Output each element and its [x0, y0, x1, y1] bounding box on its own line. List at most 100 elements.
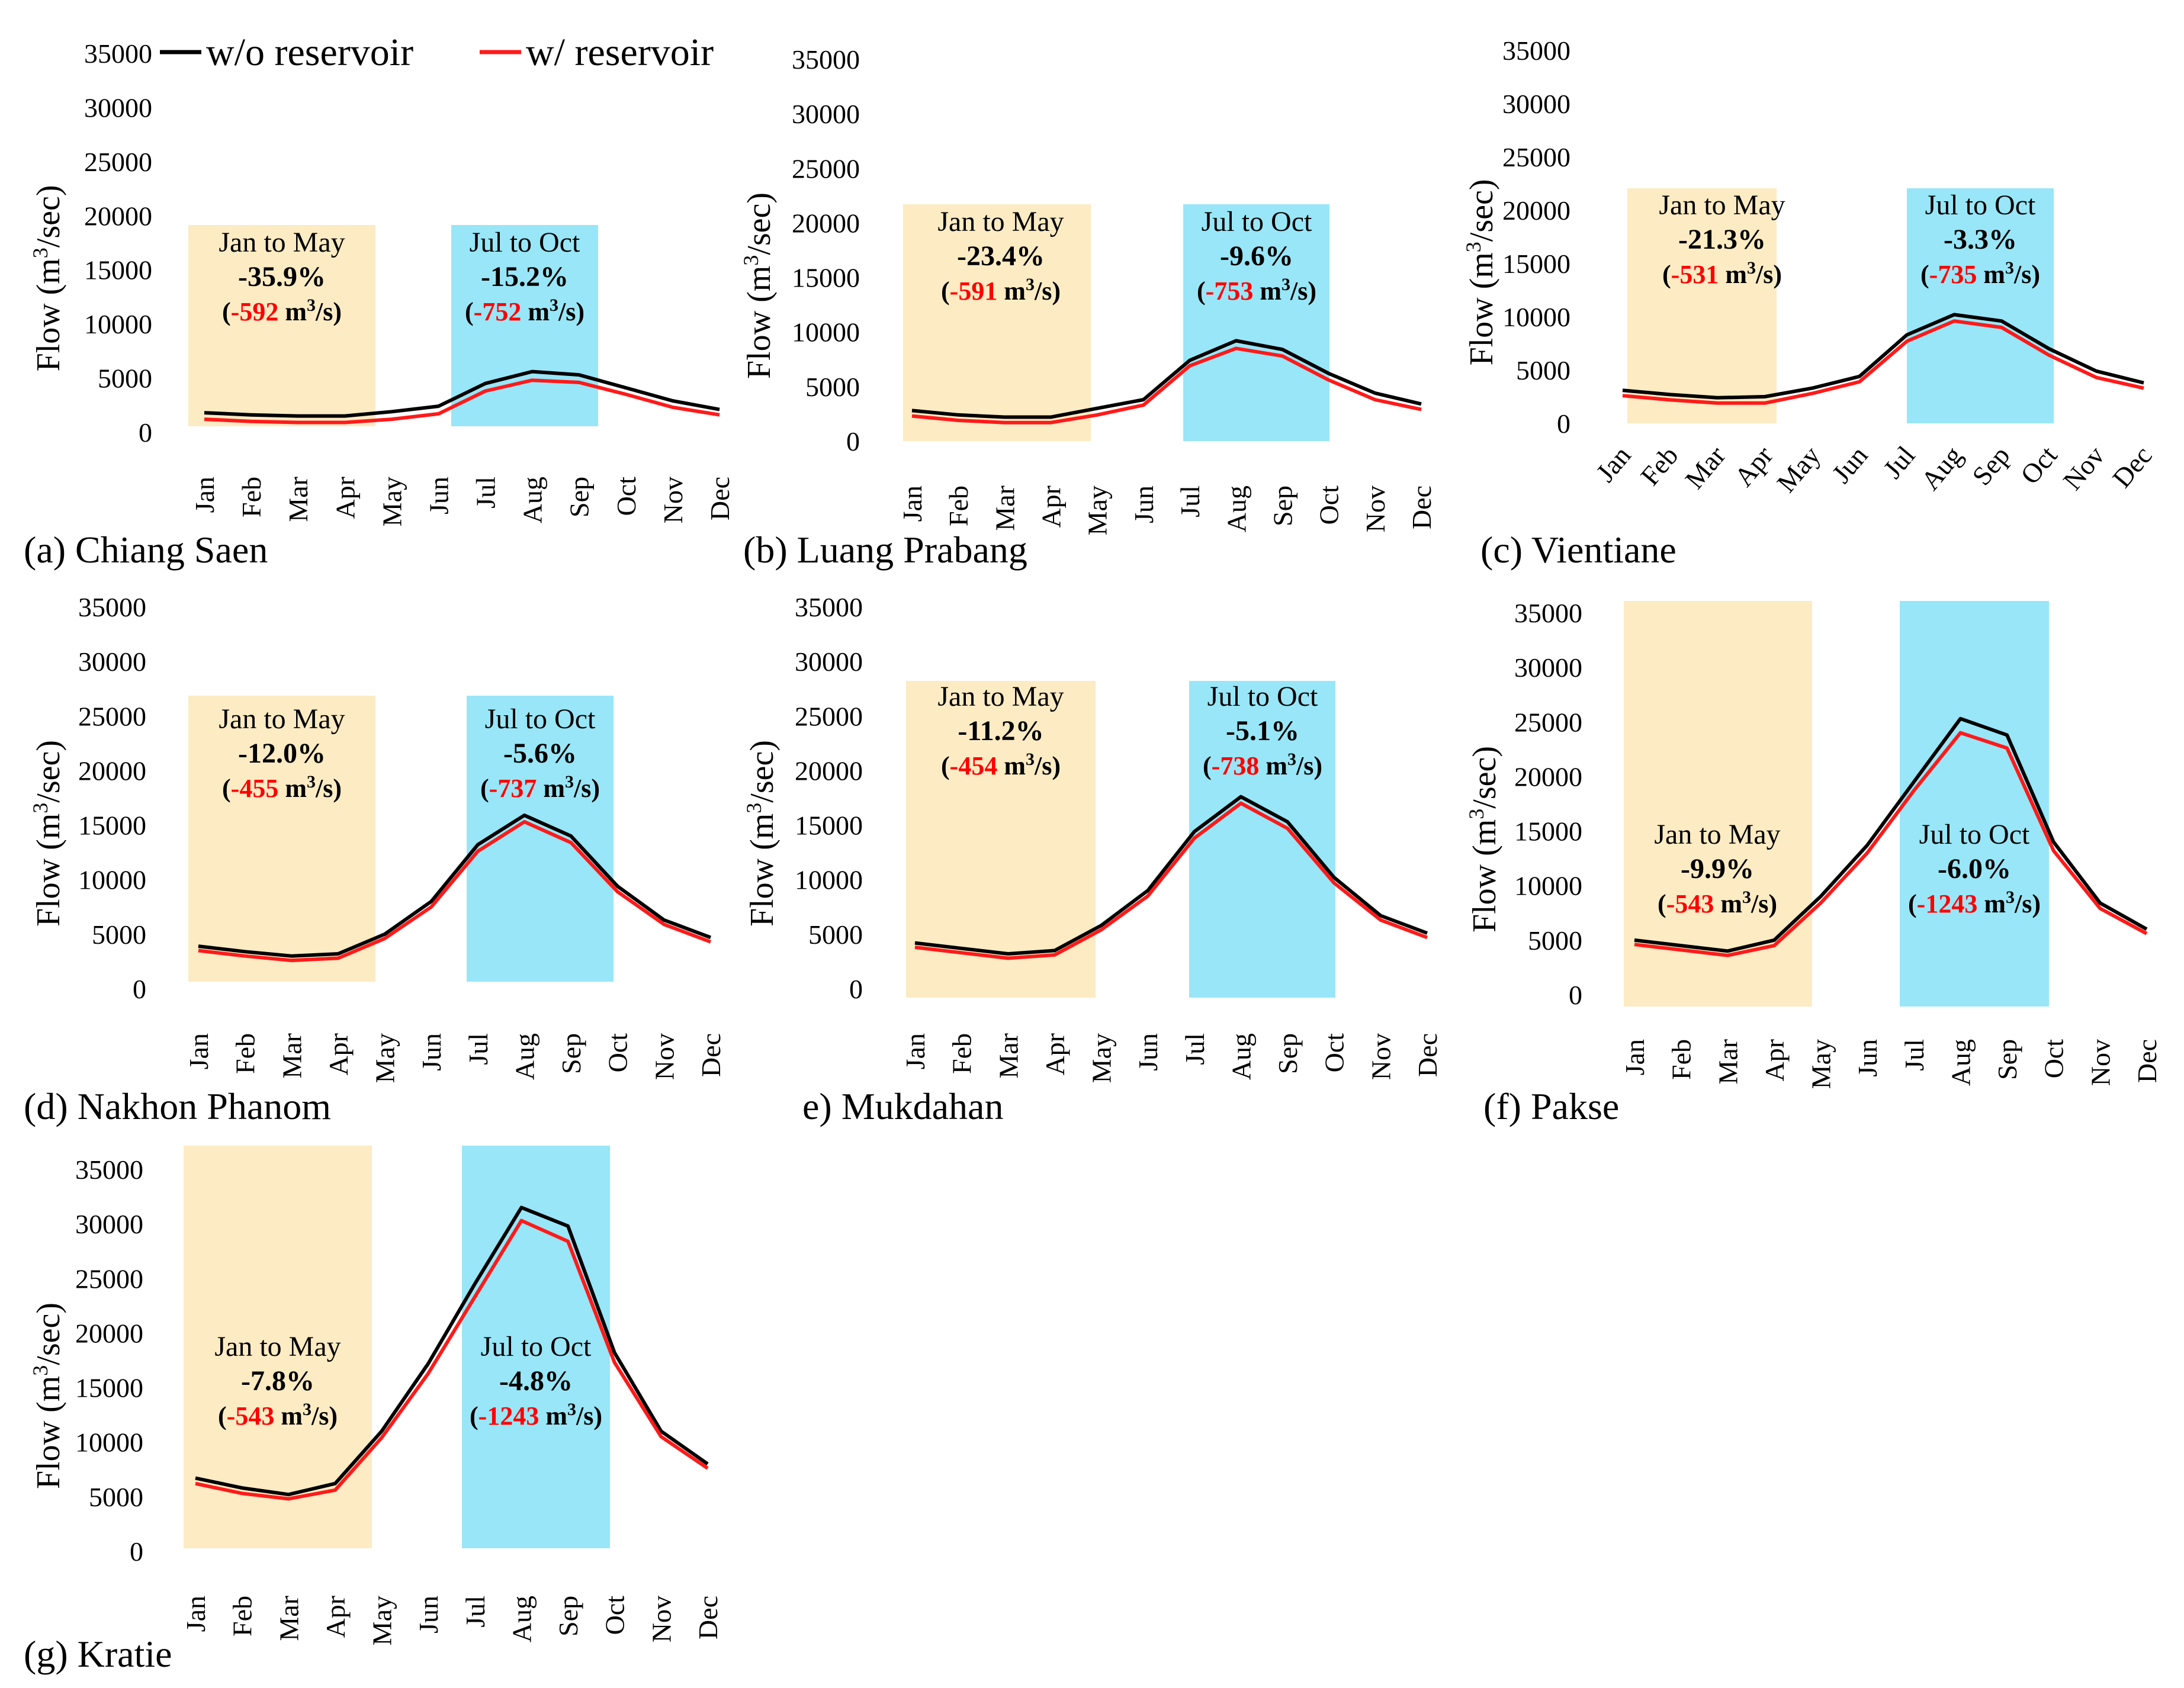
y-tick-label: 25000: [795, 701, 863, 731]
x-tick-label: Jan: [900, 1033, 930, 1069]
series-line-without-reservoir: [198, 814, 712, 958]
x-tick-label: Oct: [603, 1033, 633, 1073]
annotation-absolute-change: (-543 m3/s): [218, 1400, 338, 1430]
y-tick-label: 20000: [84, 201, 152, 231]
series-line-with-reservoir: [204, 378, 720, 425]
x-tick-label: Jul: [1180, 1033, 1210, 1065]
y-tick-label: 25000: [84, 147, 152, 177]
annotation-absolute-change: (-1243 m3/s): [470, 1400, 602, 1430]
x-tick-label: May: [377, 477, 407, 526]
panel-label: (a) Chiang Saen: [24, 529, 268, 571]
y-tick-label: 10000: [78, 865, 146, 895]
x-tick-label: Apr: [320, 1596, 351, 1638]
x-tick-label: May: [1771, 441, 1826, 498]
y-tick-label: 30000: [1502, 89, 1570, 119]
x-tick-label: Jul: [1877, 441, 1921, 484]
y-axis-label: Flow (m3/sec): [28, 185, 67, 371]
x-tick-label: Aug: [1945, 1039, 1976, 1086]
legend-label: w/ reservoir: [526, 31, 714, 74]
x-tick-label: Nov: [658, 477, 688, 523]
x-tick-label: Dec: [705, 477, 735, 520]
season-annotation: Jan to May-7.8%(-543 m3/s): [214, 1331, 341, 1430]
x-tick-label: Dec: [696, 1033, 726, 1077]
y-tick-label: 10000: [795, 865, 863, 895]
x-tick-label: Sep: [553, 1596, 583, 1636]
legend: w/o reservoir w/ reservoir: [160, 31, 714, 74]
series-line-without-reservoir: [1634, 716, 2148, 953]
dry-season-box: [188, 225, 375, 426]
series-line-with-reservoir: [195, 1218, 709, 1501]
x-tick-label: Sep: [1267, 485, 1297, 526]
x-tick-label: Mar: [274, 1596, 304, 1641]
x-tick-label: Sep: [1273, 1033, 1303, 1074]
x-tick-label: Jan: [897, 485, 927, 522]
annotation-period: Jul to Oct: [470, 227, 580, 258]
x-tick-label: Aug: [506, 1596, 537, 1642]
x-tick-label: Nov: [649, 1033, 679, 1080]
annotation-percent-change: -9.9%: [1681, 853, 1754, 885]
y-tick-label: 25000: [1502, 142, 1570, 172]
x-tick-label: Oct: [600, 1596, 630, 1635]
x-tick-label: Oct: [2015, 440, 2063, 490]
y-axis-label: Flow (m3/sec): [1464, 746, 1503, 933]
x-tick-label: Jan: [181, 1596, 211, 1632]
y-tick-label: 30000: [792, 99, 860, 129]
x-tick-label: May: [370, 1033, 400, 1083]
series-line-with-reservoir: [911, 346, 1422, 425]
panel-label: (g) Kratie: [24, 1633, 172, 1675]
annotation-absolute-change: (-455 m3/s): [222, 772, 342, 803]
x-tick-label: Jun: [416, 1033, 447, 1071]
annotation-absolute-change: (-1243 m3/s): [1908, 888, 2041, 918]
y-tick-label: 15000: [84, 255, 152, 285]
x-tick-label: Feb: [227, 1596, 258, 1636]
season-annotation: Jan to May-11.2%(-454 m3/s): [937, 681, 1064, 780]
y-tick-label: 30000: [75, 1209, 143, 1239]
x-tick-label: Sep: [564, 477, 595, 517]
wet-season-box: [1900, 601, 2049, 1007]
annotation-period: Jan to May: [1659, 189, 1785, 221]
y-tick-label: 35000: [84, 38, 152, 69]
y-tick-label: 20000: [75, 1318, 143, 1348]
x-tick-label: Jun: [1852, 1039, 1883, 1077]
y-tick-label: 5000: [808, 919, 863, 950]
y-tick-label: 30000: [1514, 652, 1582, 683]
season-annotation: Jan to May-21.3%(-531 m3/s): [1659, 189, 1785, 289]
x-tick-label: Aug: [509, 1033, 539, 1080]
chart-panel-5: 0 5000 10000 15000 20000 25000 30000 35000 Flow …: [742, 592, 1443, 1127]
annotation-percent-change: -3.3%: [1944, 224, 2017, 255]
annotation-percent-change: -12.0%: [238, 738, 326, 769]
annotation-percent-change: -7.8%: [241, 1365, 314, 1397]
season-annotation: Jul to Oct-15.2%(-752 m3/s): [465, 227, 584, 326]
annotation-absolute-change: (-752 m3/s): [465, 295, 584, 326]
x-tick-label: Nov: [1366, 1033, 1396, 1080]
x-tick-label: Jan: [1620, 1039, 1650, 1075]
annotation-period: Jan to May: [1654, 819, 1780, 850]
y-tick-label: 10000: [75, 1427, 143, 1458]
series-line-without-reservoir: [204, 369, 720, 418]
y-tick-label: 35000: [78, 592, 146, 622]
y-tick-label: 35000: [792, 44, 860, 75]
x-tick-label: Jun: [1133, 1033, 1163, 1071]
x-tick-label: Apr: [1036, 485, 1067, 528]
x-tick-label: Jan: [1590, 441, 1636, 488]
annotation-percent-change: -21.3%: [1678, 224, 1766, 255]
x-tick-label: Feb: [947, 1033, 977, 1074]
y-tick-label: 5000: [92, 919, 146, 950]
y-tick-label: 0: [1557, 409, 1570, 439]
x-tick-label: Feb: [1666, 1039, 1697, 1080]
x-tick-label: Jul: [1899, 1039, 1929, 1071]
season-annotation: Jan to May-35.9%(-592 m3/s): [219, 227, 345, 326]
annotation-period: Jan to May: [219, 703, 345, 735]
x-tick-label: Aug: [1226, 1033, 1256, 1080]
annotation-percent-change: -11.2%: [958, 715, 1043, 747]
y-tick-label: 5000: [98, 364, 152, 394]
annotation-period: Jul to Oct: [1202, 206, 1312, 237]
y-tick-label: 20000: [792, 208, 860, 238]
y-tick-label: 0: [849, 974, 863, 1004]
series-line-without-reservoir: [914, 795, 1428, 956]
y-tick-label: 10000: [1514, 871, 1582, 901]
season-annotation: Jul to Oct-4.8%(-1243 m3/s): [470, 1331, 602, 1430]
annotation-percent-change: -5.6%: [503, 738, 577, 769]
annotation-period: Jan to May: [937, 681, 1064, 712]
